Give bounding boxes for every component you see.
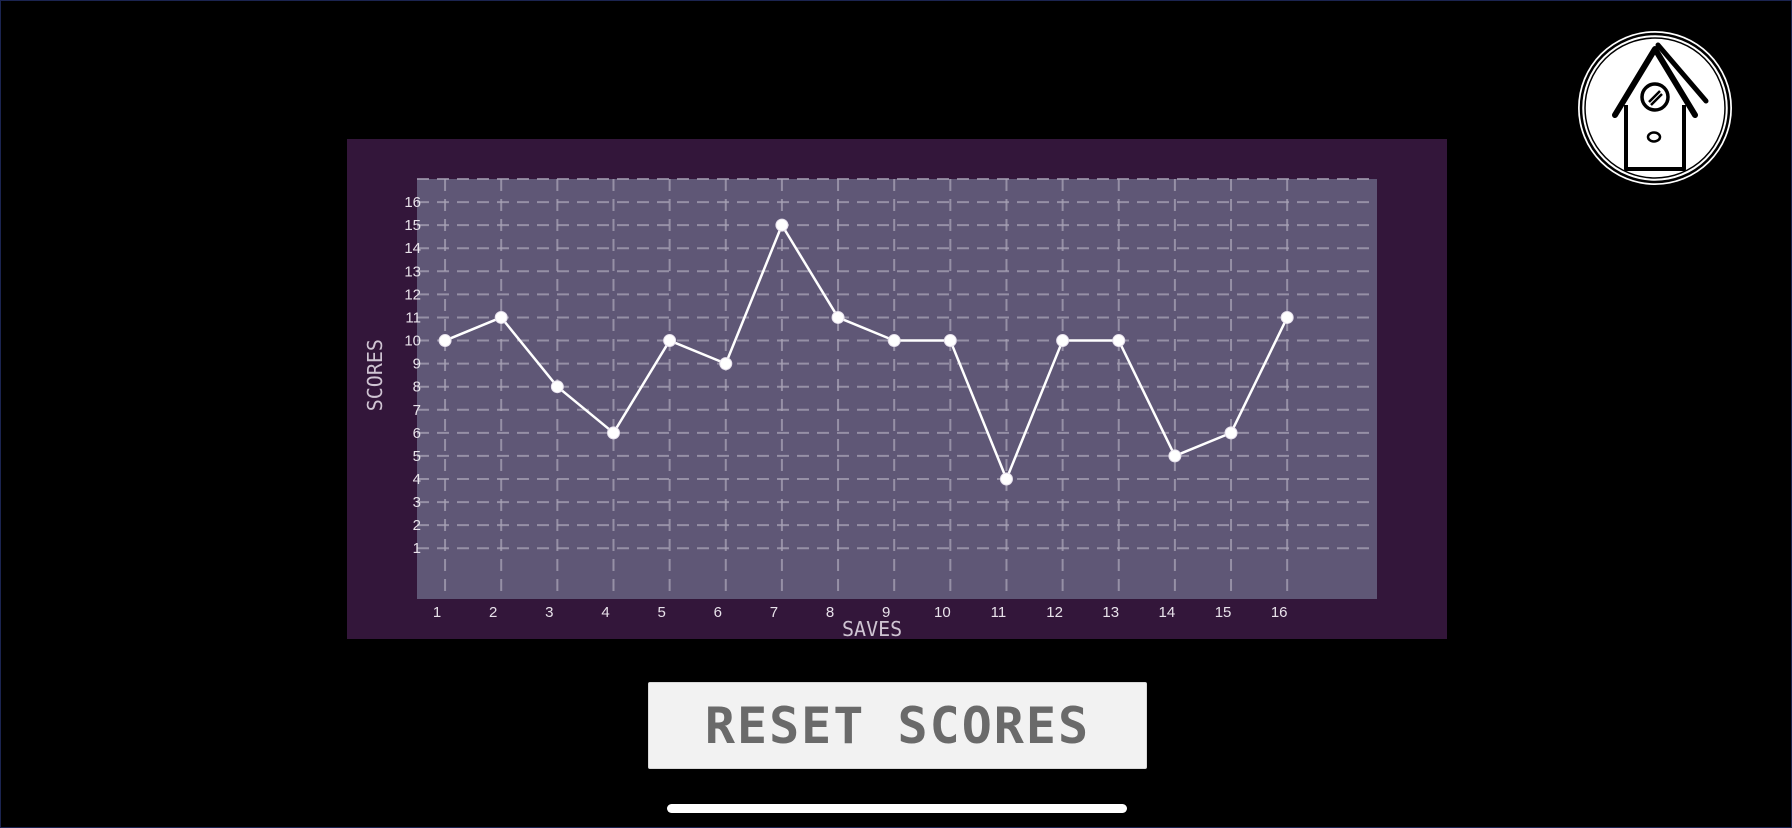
y-tick-label: 1 — [413, 540, 421, 557]
y-axis-title: SCORES — [363, 339, 387, 411]
x-tick-label: 6 — [714, 604, 722, 621]
reset-scores-label: RESET SCORES — [704, 696, 1091, 755]
reset-scores-button[interactable]: RESET SCORES — [648, 682, 1147, 769]
data-point — [494, 310, 508, 324]
x-tick-label: 2 — [489, 604, 497, 621]
y-tick-label: 10 — [404, 333, 421, 350]
data-point — [1112, 334, 1126, 348]
x-axis-title: SAVES — [842, 617, 902, 639]
x-tick-label: 16 — [1271, 604, 1288, 621]
y-tick-label: 6 — [413, 425, 421, 442]
x-tick-label: 9 — [882, 604, 890, 621]
data-point — [1056, 334, 1070, 348]
y-tick-label: 5 — [413, 448, 421, 465]
y-tick-label: 13 — [404, 263, 421, 280]
data-point — [550, 380, 564, 394]
y-tick-label: 2 — [413, 517, 421, 534]
y-tick-label: 11 — [405, 309, 421, 326]
data-point — [943, 334, 957, 348]
x-tick-label: 15 — [1215, 604, 1232, 621]
series-line — [444, 223, 1289, 481]
x-tick-label: 14 — [1159, 604, 1176, 621]
y-tick-label: 14 — [404, 240, 421, 257]
data-point — [663, 334, 677, 348]
x-tick-label: 11 — [991, 604, 1007, 621]
y-tick-label: 3 — [413, 494, 421, 511]
data-point — [887, 334, 901, 348]
y-tick-label: 16 — [404, 194, 421, 211]
x-tick-label: 13 — [1102, 604, 1119, 621]
y-tick-label: 7 — [413, 402, 421, 419]
data-point — [1224, 426, 1238, 440]
x-tick-label: 8 — [826, 604, 834, 621]
x-tick-label: 12 — [1046, 604, 1063, 621]
x-tick-label: 4 — [601, 604, 609, 621]
x-tick-label: 3 — [545, 604, 553, 621]
y-tick-label: 12 — [404, 286, 421, 303]
data-point — [831, 310, 845, 324]
y-tick-label: 9 — [413, 356, 421, 373]
x-tick-label: 5 — [657, 604, 665, 621]
data-point — [1280, 310, 1294, 324]
home-indicator[interactable] — [667, 804, 1127, 813]
x-tick-label: 10 — [934, 604, 951, 621]
data-point — [999, 472, 1013, 486]
data-point — [606, 426, 620, 440]
y-tick-label: 15 — [404, 217, 421, 234]
data-point — [1168, 449, 1182, 463]
chart-panel: 1 2 3 4 5 6 7 8 9 10 11 12 13 14 15 16 1 2 3 4 5 6 7 8 9 10 11 12 13… — [347, 139, 1447, 639]
birdhouse-home-icon — [1579, 32, 1731, 184]
home-button[interactable] — [1578, 31, 1732, 185]
x-tick-label: 7 — [770, 604, 778, 621]
x-tick-label: 1 — [433, 604, 441, 621]
data-point — [438, 334, 452, 348]
data-point — [719, 357, 733, 371]
y-tick-label: 8 — [413, 379, 421, 396]
y-tick-label: 4 — [413, 471, 421, 488]
data-point — [775, 218, 789, 232]
